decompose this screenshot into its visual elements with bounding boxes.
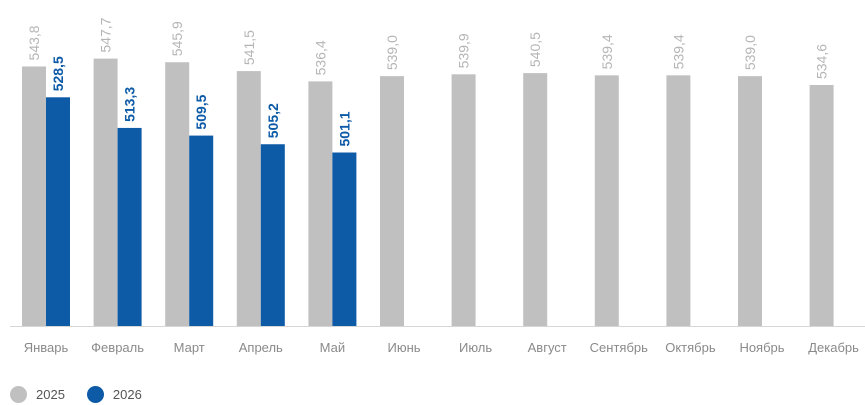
data-label-2026-2: 513,3: [122, 87, 138, 122]
bar-2025-2: [93, 58, 118, 327]
x-tick-label-10: Октябрь: [665, 340, 716, 355]
legend-item-2026: 2026: [86, 386, 142, 403]
bar-2026-2: [117, 127, 142, 326]
legend-item-2025: 2025: [10, 386, 65, 403]
data-label-2025-9: 539,4: [599, 34, 615, 69]
data-label-2026-5: 501,1: [336, 111, 352, 146]
bar-2026-4: [260, 144, 285, 326]
data-label-2025-3: 545,9: [169, 21, 185, 56]
legend-label-2025: 2025: [36, 387, 65, 402]
legend-swatch-2025: [10, 386, 27, 403]
x-tick-label-12: Декабрь: [808, 340, 859, 355]
bar-2025-8: [523, 73, 548, 327]
bar-2025-5: [308, 81, 333, 326]
bar-2026-3: [189, 135, 214, 326]
data-label-2025-8: 540,5: [527, 32, 543, 67]
data-label-2025-1: 543,8: [26, 25, 42, 60]
x-tick-label-3: Март: [174, 340, 205, 355]
bar-2025-7: [451, 74, 476, 326]
data-label-2025-6: 539,0: [384, 35, 400, 70]
data-label-2026-3: 509,5: [193, 94, 209, 129]
x-tick-label-1: Январь: [24, 340, 69, 355]
data-label-2025-4: 541,5: [241, 30, 257, 65]
x-tick-label-5: Май: [320, 340, 345, 355]
data-label-2025-2: 547,7: [98, 17, 114, 52]
x-tick-label-4: Апрель: [239, 340, 283, 355]
x-tick-label-6: Июнь: [387, 340, 420, 355]
bar-2026-5: [332, 152, 357, 326]
legend-label-2026: 2026: [112, 387, 142, 402]
bar-2025-10: [666, 75, 691, 326]
data-label-2025-5: 536,4: [312, 40, 328, 75]
x-tick-label-9: Сентябрь: [590, 340, 648, 355]
data-label-2025-11: 539,0: [742, 35, 758, 70]
data-label-2026-1: 528,5: [50, 56, 66, 91]
bar-2025-9: [594, 75, 619, 326]
data-label-2025-12: 534,6: [814, 44, 830, 79]
bar-2026-1: [46, 97, 70, 326]
legend: 2025 2026: [10, 386, 164, 403]
data-label-2025-7: 539,9: [456, 33, 472, 68]
bar-2025-3: [165, 62, 190, 326]
data-label-2025-10: 539,4: [670, 34, 686, 69]
bar-2025-4: [236, 71, 261, 326]
bar-2025-11: [738, 76, 762, 326]
bar-2025-6: [380, 76, 404, 326]
x-tick-label-2: Февраль: [91, 340, 144, 355]
x-tick-label-8: Август: [528, 340, 567, 355]
bar-chart: 543,8 528,5 Январь 547,7 513,3 Февраль 545,9 50…: [10, 17, 865, 355]
legend-swatch-2026: [86, 386, 104, 403]
bar-2025-12: [809, 85, 834, 326]
x-tick-label-11: Ноябрь: [739, 340, 784, 355]
bar-2025-1: [22, 66, 46, 326]
x-tick-label-7: Июль: [459, 340, 492, 355]
data-label-2026-4: 505,2: [265, 103, 281, 138]
